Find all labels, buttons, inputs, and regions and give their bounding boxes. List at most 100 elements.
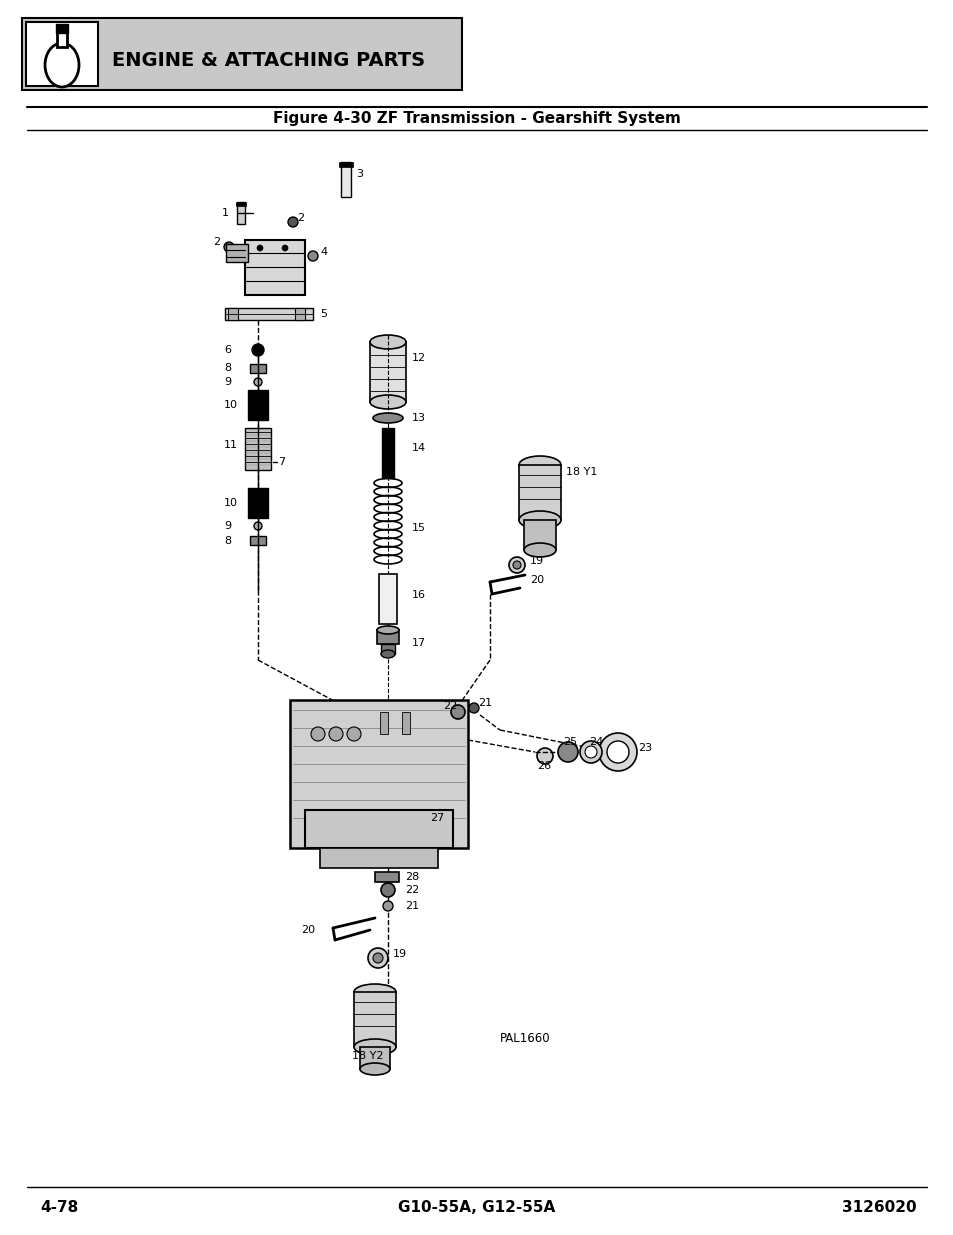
Circle shape [451,705,464,719]
Ellipse shape [45,43,79,86]
Text: 4: 4 [319,247,327,257]
Text: 19: 19 [393,948,407,960]
Text: 15: 15 [412,522,426,534]
Circle shape [368,948,388,968]
Bar [26,22,98,86]
Bar [235,203,246,206]
Text: ENGINE & ATTACHING PARTS: ENGINE & ATTACHING PARTS [112,51,425,69]
Text: 9: 9 [224,377,231,387]
Bar [226,245,248,262]
Text: 14: 14 [412,443,426,453]
Text: 3126020: 3126020 [841,1200,916,1215]
Circle shape [253,522,262,530]
Circle shape [282,245,288,251]
Text: 11: 11 [224,440,237,450]
Bar [375,872,398,882]
Ellipse shape [523,543,556,557]
Ellipse shape [370,395,406,409]
Text: PAL1660: PAL1660 [499,1031,550,1045]
Text: 21: 21 [405,902,418,911]
Text: 19: 19 [530,556,543,566]
Circle shape [509,557,524,573]
Circle shape [469,703,478,713]
Bar [228,308,237,320]
Bar [340,162,351,198]
Bar [319,848,437,868]
Circle shape [382,902,393,911]
Text: 27: 27 [430,813,444,823]
Circle shape [224,242,233,252]
Text: 12: 12 [412,353,426,363]
Bar [381,429,394,478]
Text: 10: 10 [224,498,237,508]
Text: 8: 8 [224,363,231,373]
Text: 7: 7 [277,457,285,467]
Text: 20: 20 [300,925,314,935]
Circle shape [347,727,360,741]
Bar [354,992,395,1047]
Ellipse shape [354,1039,395,1055]
Bar [305,810,453,848]
Bar [378,574,396,624]
Bar [248,390,268,420]
Circle shape [513,561,520,569]
Circle shape [252,345,264,356]
Text: 13: 13 [412,412,426,424]
Ellipse shape [376,626,398,634]
Ellipse shape [359,1063,390,1074]
Text: 4-78: 4-78 [40,1200,78,1215]
Text: 17: 17 [412,638,426,648]
Text: 16: 16 [412,590,426,600]
Text: 23: 23 [638,743,652,753]
Text: 22: 22 [442,701,456,711]
Bar [523,520,556,550]
Bar [338,162,353,167]
Bar [250,536,266,545]
Bar [22,19,461,90]
Bar [380,643,395,655]
Bar [401,713,410,734]
Text: 18 Y1: 18 Y1 [565,467,597,477]
Bar [370,342,406,403]
Text: 9: 9 [224,521,231,531]
Text: 3: 3 [355,169,363,179]
Text: 10: 10 [224,400,237,410]
Ellipse shape [584,746,597,758]
Text: 26: 26 [537,761,551,771]
Circle shape [311,727,325,741]
Circle shape [288,217,297,227]
Circle shape [256,245,263,251]
Text: 2: 2 [213,237,220,247]
Text: Figure 4-30 ZF Transmission - Gearshift System: Figure 4-30 ZF Transmission - Gearshift … [273,110,680,126]
Text: G10-55A, G12-55A: G10-55A, G12-55A [398,1200,555,1215]
Circle shape [373,953,382,963]
Bar [379,713,388,734]
Text: 21: 21 [477,698,492,708]
Text: 28: 28 [405,872,418,882]
Circle shape [380,883,395,897]
Ellipse shape [373,412,402,424]
Bar [376,630,398,643]
Bar [245,429,271,471]
Ellipse shape [518,511,560,529]
Circle shape [308,251,317,261]
Text: 25: 25 [562,737,577,747]
Text: 2: 2 [296,212,304,224]
Bar [57,32,67,47]
Bar [294,308,305,320]
Text: 24: 24 [588,737,602,747]
Bar [518,466,560,520]
Bar [245,240,305,295]
Bar [56,23,68,33]
Ellipse shape [370,335,406,350]
Circle shape [253,378,262,387]
Text: 22: 22 [405,885,418,895]
Circle shape [329,727,343,741]
Ellipse shape [579,741,601,763]
Ellipse shape [518,456,560,474]
Text: 1: 1 [222,207,229,219]
Text: 6: 6 [224,345,231,354]
Bar [248,488,268,517]
Ellipse shape [380,650,395,658]
Text: 20: 20 [530,576,543,585]
